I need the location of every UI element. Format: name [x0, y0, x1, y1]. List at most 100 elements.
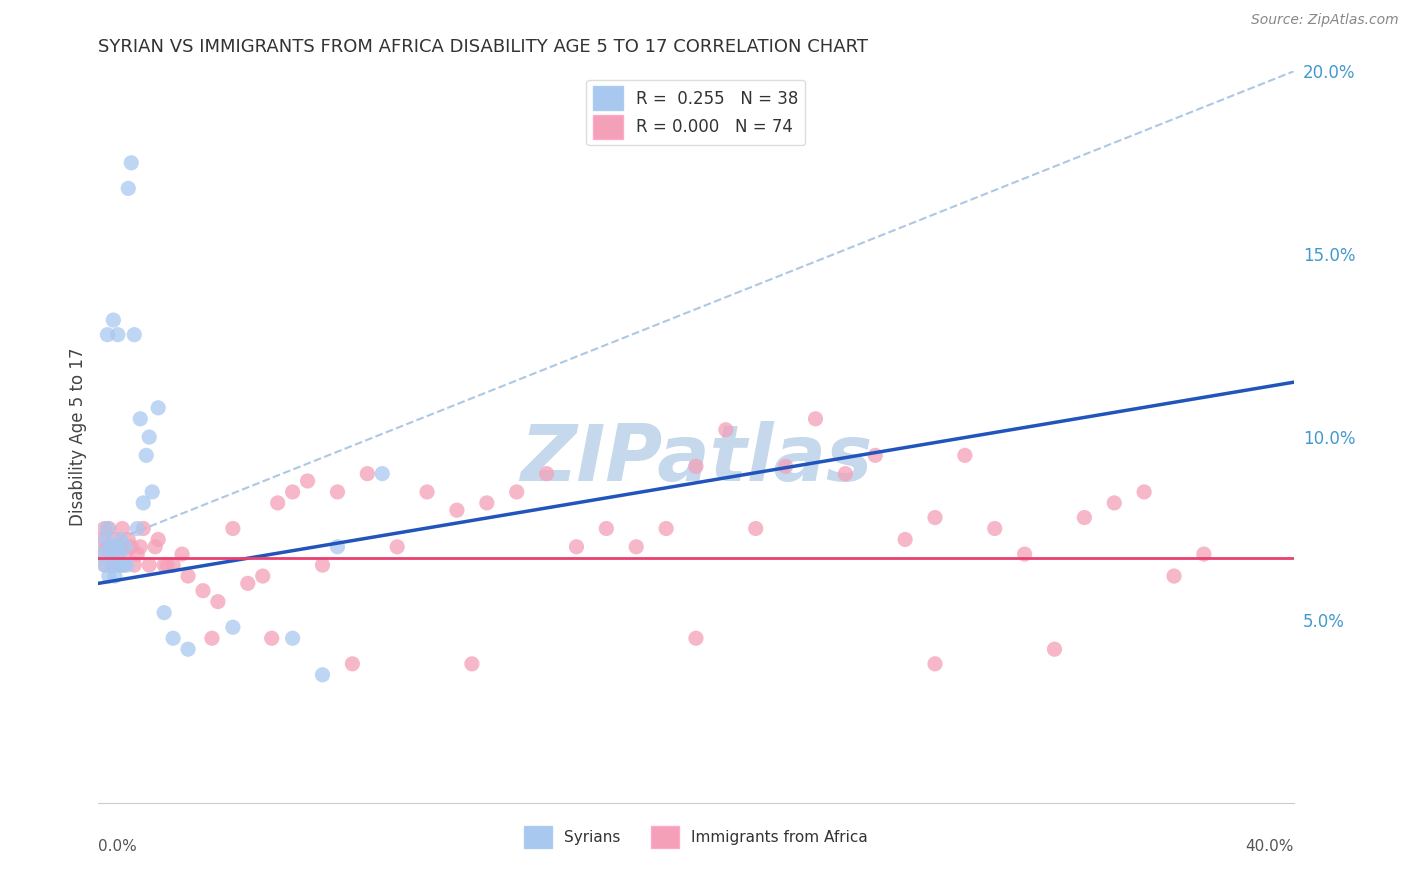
Point: [114, 540, 136, 554]
Point: [1073, 510, 1095, 524]
Point: [222, 521, 245, 535]
Point: [655, 521, 678, 535]
Point: [626, 540, 648, 554]
Point: [93, 558, 115, 573]
Point: [281, 632, 304, 646]
Point: [565, 540, 588, 554]
Text: 40.0%: 40.0%: [1246, 839, 1294, 855]
Point: [96, 540, 118, 554]
Point: [156, 558, 179, 573]
Point: [94, 558, 117, 573]
Point: [252, 569, 274, 583]
Point: [97, 521, 120, 535]
Point: [97, 569, 120, 583]
Point: [98, 547, 122, 561]
Point: [104, 533, 127, 547]
Point: [1133, 485, 1156, 500]
Point: [1014, 547, 1036, 561]
Point: [685, 632, 707, 646]
Point: [124, 558, 146, 573]
Point: [129, 412, 152, 426]
Point: [714, 423, 737, 437]
Text: SYRIAN VS IMMIGRANTS FROM AFRICA DISABILITY AGE 5 TO 17 CORRELATION CHART: SYRIAN VS IMMIGRANTS FROM AFRICA DISABIL…: [98, 38, 869, 56]
Point: [267, 496, 290, 510]
Point: [96, 521, 118, 535]
Point: [506, 485, 529, 500]
Point: [94, 533, 117, 547]
Point: [111, 558, 134, 573]
Point: [103, 558, 125, 573]
Point: [91, 547, 114, 561]
Point: [201, 632, 224, 646]
Point: [311, 667, 333, 681]
Point: [111, 521, 134, 535]
Point: [148, 533, 170, 547]
Text: 0.0%: 0.0%: [98, 839, 138, 855]
Point: [536, 467, 558, 481]
Point: [804, 412, 827, 426]
Point: [129, 540, 152, 554]
Point: [120, 540, 142, 554]
Point: [107, 327, 129, 342]
Point: [124, 327, 146, 342]
Point: [1043, 642, 1066, 657]
Point: [115, 558, 138, 573]
Point: [342, 657, 364, 671]
Point: [984, 521, 1007, 535]
Point: [103, 558, 125, 573]
Point: [416, 485, 439, 500]
Point: [222, 620, 245, 634]
Point: [207, 594, 229, 608]
Point: [236, 576, 259, 591]
Point: [101, 540, 124, 554]
Point: [153, 606, 176, 620]
Point: [114, 547, 136, 561]
Text: Source: ZipAtlas.com: Source: ZipAtlas.com: [1251, 13, 1399, 28]
Point: [894, 533, 917, 547]
Point: [162, 632, 184, 646]
Point: [103, 313, 125, 327]
Point: [775, 459, 797, 474]
Point: [153, 558, 176, 573]
Point: [93, 521, 115, 535]
Point: [110, 533, 132, 547]
Point: [1192, 547, 1215, 561]
Point: [685, 459, 707, 474]
Point: [98, 547, 122, 561]
Point: [260, 632, 283, 646]
Text: ZIPatlas: ZIPatlas: [520, 421, 872, 497]
Point: [326, 540, 349, 554]
Point: [90, 547, 112, 561]
Point: [356, 467, 378, 481]
Point: [297, 474, 319, 488]
Point: [1104, 496, 1126, 510]
Point: [98, 540, 122, 554]
Point: [865, 448, 887, 462]
Point: [326, 485, 349, 500]
Y-axis label: Disability Age 5 to 17: Disability Age 5 to 17: [69, 348, 87, 526]
Point: [108, 558, 131, 573]
Point: [138, 430, 160, 444]
Point: [138, 558, 160, 573]
Point: [371, 467, 394, 481]
Point: [1163, 569, 1185, 583]
Point: [148, 401, 170, 415]
Point: [953, 448, 976, 462]
Point: [104, 569, 127, 583]
Point: [105, 540, 128, 554]
Point: [924, 510, 946, 524]
Point: [461, 657, 484, 671]
Point: [177, 642, 200, 657]
Point: [834, 467, 856, 481]
Point: [172, 547, 194, 561]
Point: [162, 558, 184, 573]
Point: [112, 558, 135, 573]
Point: [110, 540, 132, 554]
Point: [132, 496, 155, 510]
Point: [132, 521, 155, 535]
Point: [105, 547, 128, 561]
Point: [120, 156, 142, 170]
Point: [127, 547, 149, 561]
Point: [311, 558, 333, 573]
Point: [745, 521, 768, 535]
